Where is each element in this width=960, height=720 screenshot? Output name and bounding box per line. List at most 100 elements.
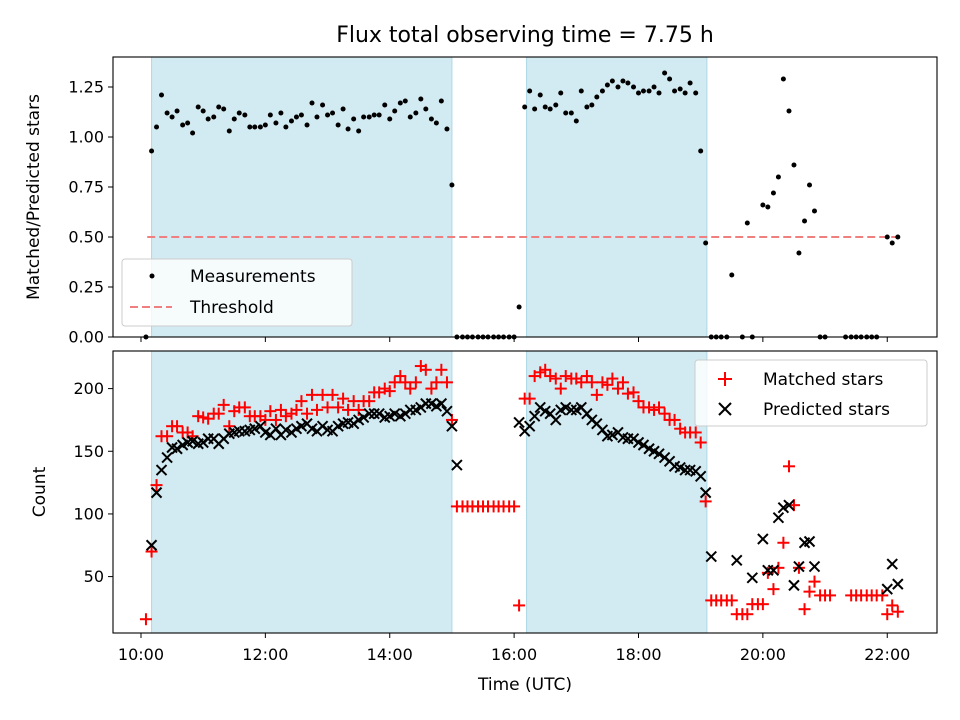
measurement-point [615, 84, 621, 90]
measurement-point [387, 116, 393, 122]
predicted-star-point [357, 411, 370, 424]
measurement-point [433, 120, 439, 126]
matched-star-point [741, 608, 754, 621]
matched-star-point [290, 403, 303, 416]
measurement-point [278, 110, 284, 116]
measurement-point [216, 104, 222, 110]
measurement-point [376, 112, 382, 118]
bottom-ytick-label: 150 [73, 442, 104, 461]
measurement-point [444, 126, 450, 132]
measurement-point [226, 128, 232, 134]
matched-star-point [627, 386, 640, 399]
matched-star-point [161, 430, 174, 443]
measurement-point [651, 84, 657, 90]
predicted-star-point [435, 397, 448, 410]
matched-star-point [352, 403, 365, 416]
measurement-point [423, 106, 429, 112]
measurement-point [267, 112, 273, 118]
measurement-point [283, 124, 289, 130]
predicted-star-point [368, 407, 380, 420]
top-panel: 0.00 0.25 0.50 0.75 1.00 1.25 Matched/Predict… [24, 56, 938, 347]
matched-star-point [756, 598, 769, 611]
predicted-star-point [694, 470, 707, 483]
measurement-point [288, 118, 294, 124]
measurement-point [382, 102, 388, 108]
measurement-point [563, 110, 569, 116]
measurement-point [169, 114, 175, 120]
matched-star-point [782, 460, 795, 473]
matched-star-point [321, 401, 334, 414]
measurement-point [247, 124, 253, 130]
matched-star-point [337, 392, 350, 405]
matched-star-point [223, 420, 236, 433]
xtick-label: 10:00 [118, 645, 164, 664]
matched-star-point [658, 407, 671, 420]
measurement-point [252, 124, 258, 130]
legend-predicted-marker [718, 402, 732, 416]
measurement-point [149, 148, 155, 154]
measurement-point [159, 92, 165, 98]
chart-title: Flux total observing time = 7.75 h [336, 23, 714, 48]
legend-matched-marker [718, 372, 732, 386]
top-ytick-label: 0.00 [68, 328, 104, 347]
matched-star-point [279, 410, 292, 423]
measurement-point [631, 84, 637, 90]
measurement-point [438, 98, 444, 104]
xtick-label: 12:00 [242, 645, 288, 664]
measurement-point [573, 118, 579, 124]
predicted-star-point [746, 572, 759, 584]
matched-star-point [363, 395, 376, 408]
predicted-star-point [892, 578, 904, 590]
matched-star-point [772, 561, 785, 574]
measurement-point [640, 88, 646, 94]
bottom-y-axis-label: Count [30, 466, 50, 517]
predicted-star-point [757, 533, 769, 545]
xtick-label: 18:00 [615, 645, 661, 664]
matched-star-point [306, 388, 319, 401]
measurement-point [625, 80, 631, 86]
measurement-point [154, 124, 160, 130]
measurement-point [765, 204, 771, 210]
predicted-star-point [881, 583, 893, 595]
measurement-point [542, 104, 548, 110]
matched-star-point [295, 395, 308, 408]
measurement-point [345, 126, 351, 132]
matched-star-point [425, 382, 438, 395]
measurement-point [604, 82, 610, 88]
xtick-label: 22:00 [864, 645, 910, 664]
xtick-label: 16:00 [491, 645, 537, 664]
matched-star-point [886, 599, 899, 612]
matched-star-point [549, 372, 562, 385]
measurement-point [522, 104, 528, 110]
measurement-point [351, 116, 357, 122]
predicted-star-point [550, 414, 562, 426]
measurement-point [594, 94, 600, 100]
measurement-point [744, 220, 750, 226]
matched-star-point [171, 420, 184, 433]
measurement-point [366, 114, 372, 120]
measurement-point [568, 110, 574, 116]
legend-measurements-marker [149, 273, 155, 279]
predicted-star-point [808, 560, 821, 573]
bottom-ytick-label: 100 [73, 504, 104, 523]
measurement-point [682, 90, 688, 96]
matched-star-point [539, 363, 552, 376]
predicted-star-point [186, 435, 199, 447]
measurement-point [449, 182, 455, 188]
predicted-star-point [783, 499, 795, 511]
observing-window-2 [526, 350, 708, 634]
measurement-point [195, 104, 201, 110]
matched-star-point [264, 405, 277, 418]
measurement-point [402, 98, 408, 104]
measurement-point [397, 100, 403, 106]
matched-star-point [269, 413, 282, 426]
bottom-plot-frame [112, 350, 938, 634]
observing-window-1 [151, 350, 453, 634]
matched-star-point [808, 575, 821, 588]
predicted-star-point [513, 416, 525, 429]
measurement-point [314, 114, 320, 120]
matched-star-point [404, 382, 417, 395]
measurement-point [392, 108, 398, 114]
measurement-point [180, 122, 186, 128]
matched-star-point [399, 376, 412, 389]
